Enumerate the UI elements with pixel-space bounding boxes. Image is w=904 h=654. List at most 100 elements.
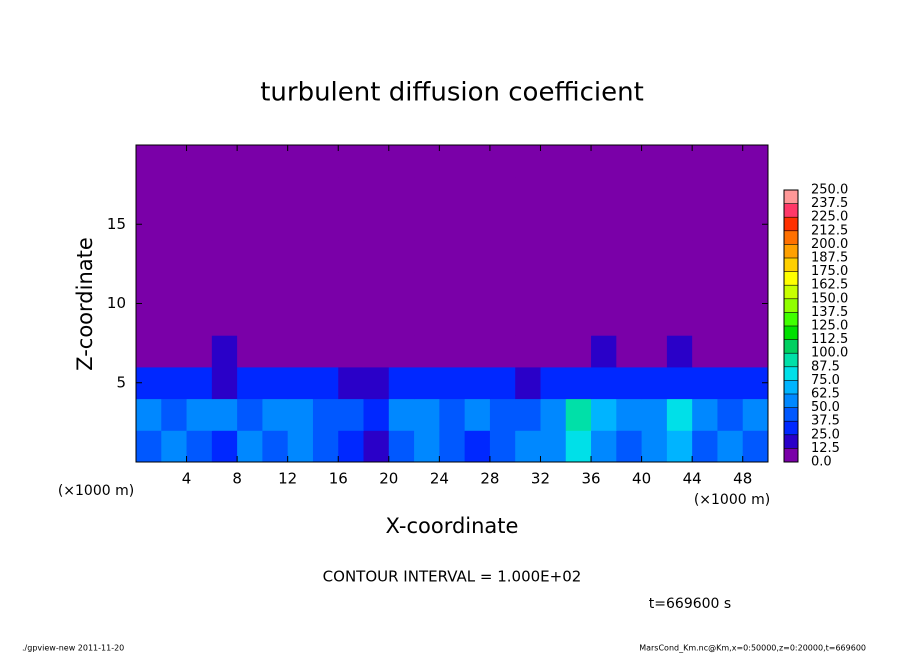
heatmap-cell — [312, 176, 339, 209]
heatmap-cell — [211, 335, 238, 368]
heatmap-cell — [641, 335, 668, 368]
heatmap-cell — [439, 303, 466, 336]
y-axis-label: Z-coordinate — [73, 237, 97, 371]
heatmap-cell — [565, 335, 592, 368]
colorbar-band — [784, 380, 798, 394]
heatmap-cell — [136, 335, 162, 368]
heatmap-cell — [287, 145, 314, 178]
heatmap-cell — [464, 335, 491, 368]
heatmap-cell — [616, 335, 643, 368]
heatmap-cell — [363, 398, 390, 431]
heatmap-cell — [540, 366, 567, 400]
heatmap-cell — [439, 335, 466, 368]
x-unit: (×1000 m) — [694, 492, 770, 508]
heatmap-cell — [565, 176, 592, 209]
heatmap-cell — [464, 398, 491, 431]
heatmap-cell — [287, 240, 314, 273]
heatmap-cell — [515, 335, 541, 368]
heatmap-cell — [641, 145, 668, 178]
colorbar-band — [784, 421, 798, 435]
heatmap-cell — [464, 208, 491, 241]
heatmap-cell — [717, 240, 744, 273]
heatmap-cell — [717, 303, 744, 336]
heatmap-cell — [211, 208, 238, 241]
colorbar-band — [784, 230, 798, 245]
heatmap-cell — [439, 145, 466, 178]
x-tick-label: 32 — [531, 470, 550, 488]
heatmap-cell — [742, 303, 769, 336]
heatmap-cell — [262, 430, 289, 463]
heatmap-cell — [464, 240, 491, 273]
x-tick-label: 36 — [581, 470, 600, 488]
colorbar-label: 187.5 — [811, 251, 848, 266]
heatmap-cell — [211, 271, 238, 304]
colorbar-label: 200.0 — [811, 237, 848, 252]
heatmap-cell — [136, 176, 162, 209]
heatmap-cell — [262, 366, 289, 400]
heatmap-cell — [186, 303, 213, 336]
colorbar-label: 37.5 — [811, 414, 840, 429]
heatmap-cell — [666, 145, 693, 178]
heatmap-cell — [489, 303, 516, 336]
heatmap-cell — [439, 208, 466, 241]
heatmap-cell — [666, 303, 693, 336]
heatmap-cell — [388, 145, 415, 178]
heatmap-cell — [616, 240, 643, 273]
heatmap-cell — [262, 145, 289, 178]
heatmap-cell — [186, 398, 213, 431]
x-tick-label: 24 — [430, 470, 449, 488]
heatmap-cell — [414, 145, 440, 178]
heatmap-cell — [439, 240, 466, 273]
heatmap-cell — [489, 398, 516, 431]
heatmap-cell — [641, 271, 668, 304]
heatmap-cell — [540, 176, 567, 209]
y-tick-label: 5 — [116, 373, 126, 391]
heatmap-cell — [540, 145, 567, 178]
heatmap-cell — [489, 208, 516, 241]
colorbar-band — [784, 244, 798, 258]
heatmap-cell — [136, 145, 162, 178]
chart-title: turbulent diffusion coefficient — [260, 78, 644, 108]
heatmap-cell — [388, 176, 415, 209]
colorbar-band — [784, 298, 798, 313]
heatmap-cell — [388, 208, 415, 241]
colorbar-label: 0.0 — [811, 455, 832, 470]
heatmap-cell — [666, 208, 693, 241]
heatmap-cell — [287, 271, 314, 304]
heatmap-cell — [161, 430, 188, 463]
colorbar-band — [784, 217, 798, 231]
colorbar-band — [784, 394, 798, 408]
heatmap-cell — [287, 303, 314, 336]
heatmap-cell — [388, 335, 415, 368]
heatmap-cell — [717, 335, 744, 368]
x-tick-label: 48 — [733, 470, 752, 488]
heatmap-cell — [439, 366, 466, 400]
heatmap-cell — [363, 208, 390, 241]
heatmap-cell — [237, 145, 263, 178]
heatmap-cell — [692, 398, 718, 431]
heatmap-cell — [161, 398, 188, 431]
heatmap-cell — [464, 145, 491, 178]
heatmap-cell — [616, 430, 643, 463]
heatmap-cell — [414, 240, 440, 273]
heatmap-cell — [717, 271, 744, 304]
heatmap-cell — [136, 240, 162, 273]
heatmap-cell — [312, 271, 339, 304]
heatmap-cell — [515, 208, 541, 241]
heatmap-cell — [136, 430, 162, 463]
heatmap-cell — [591, 366, 617, 400]
heatmap-cell — [565, 271, 592, 304]
heatmap-cell — [742, 398, 769, 431]
heatmap-cell — [414, 430, 440, 463]
heatmap-cell — [641, 430, 668, 463]
time-label: t=669600 s — [649, 596, 731, 612]
heatmap-cell — [388, 240, 415, 273]
heatmap-cell — [312, 145, 339, 178]
heatmap-cell — [439, 398, 466, 431]
heatmap-cell — [540, 398, 567, 431]
heatmap-cell — [363, 176, 390, 209]
x-tick-label: 16 — [329, 470, 348, 488]
heatmap-cell — [591, 208, 617, 241]
heatmap-cell — [287, 176, 314, 209]
